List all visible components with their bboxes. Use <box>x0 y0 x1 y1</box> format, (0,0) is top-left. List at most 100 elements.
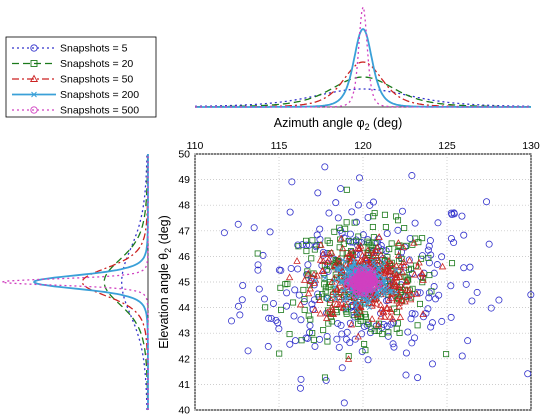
scatter-point <box>366 329 374 337</box>
scatter-point <box>338 244 347 252</box>
scatter-point <box>283 289 291 297</box>
scatter-point <box>244 347 252 355</box>
scatter-point <box>250 224 258 232</box>
scatter-point <box>414 322 421 329</box>
scatter-point <box>411 219 419 227</box>
scatter-point <box>402 371 410 379</box>
scatter-point <box>304 268 311 275</box>
scatter-point <box>307 316 314 323</box>
y-tick-label: 40 <box>178 405 190 417</box>
scatter-point <box>355 281 363 289</box>
scatter-point <box>304 269 312 277</box>
scatter-point <box>385 296 393 304</box>
scatter-point <box>254 261 262 269</box>
scatter-point <box>385 329 392 336</box>
scatter-point <box>323 258 332 265</box>
scatter-point <box>338 269 344 275</box>
scatter-point <box>351 277 359 285</box>
y-tick-label: 44 <box>178 302 190 314</box>
scatter-point <box>392 261 401 269</box>
scatter-point <box>395 258 402 265</box>
scatter-point <box>524 370 532 378</box>
scatter-point <box>369 223 376 230</box>
scatter-point <box>374 320 382 328</box>
scatter-point <box>376 267 382 273</box>
scatter-point <box>333 296 339 302</box>
scatter-point <box>464 337 472 345</box>
scatter-point <box>402 349 410 357</box>
scatter-point <box>388 314 397 322</box>
scatter-point <box>348 265 354 271</box>
scatter-point <box>355 233 362 240</box>
scatter-point <box>337 234 345 242</box>
scatter-point <box>308 300 316 308</box>
scatter-point <box>424 305 432 313</box>
y-tick-label: 43 <box>178 328 190 340</box>
scatter-point <box>275 325 283 333</box>
scatter-point <box>447 234 455 242</box>
scatter-point <box>369 274 377 282</box>
scatter-point <box>393 289 399 295</box>
scatter-point <box>447 313 455 321</box>
scatter-point <box>364 318 371 325</box>
scatter-point <box>399 258 408 265</box>
scatter-point <box>310 279 318 286</box>
scatter-point <box>394 239 403 246</box>
scatter-point <box>405 256 414 264</box>
left-density-curve <box>121 154 148 410</box>
scatter-point <box>344 296 350 302</box>
scatter-point <box>414 262 422 270</box>
scatter-point <box>450 239 458 247</box>
scatter-point <box>438 262 447 270</box>
scatter-point <box>367 299 373 305</box>
scatter-point <box>458 212 466 220</box>
scatter-point <box>343 186 350 193</box>
scatter-point <box>356 307 364 314</box>
scatter-point <box>329 288 337 295</box>
scatter-point <box>262 304 269 311</box>
scatter-point <box>337 185 345 193</box>
scatter-point <box>396 329 403 336</box>
scatter-point <box>265 314 273 322</box>
scatter-point <box>300 298 308 306</box>
scatter-point <box>383 287 389 293</box>
scatter-point <box>382 283 388 289</box>
scatter-point <box>333 286 341 293</box>
scatter-point <box>356 242 365 249</box>
scatter-point <box>425 242 433 250</box>
scatter-point <box>234 220 242 228</box>
scatter-point <box>302 237 309 244</box>
scatter-point <box>300 276 309 283</box>
scatter-point <box>406 234 414 242</box>
scatter-point <box>348 208 356 216</box>
scatter-point <box>255 285 263 293</box>
scatter-point <box>340 257 346 263</box>
top-density-curve <box>195 4 531 108</box>
scatter-point <box>301 306 308 313</box>
scatter-point <box>377 305 386 313</box>
scatter-point <box>400 261 408 269</box>
scatter-point <box>387 294 396 302</box>
scatter-point <box>269 299 277 307</box>
scatter-point <box>487 304 495 312</box>
y-tick-label: 48 <box>178 200 190 212</box>
scatter-point <box>362 347 369 354</box>
scatter-point <box>345 252 353 260</box>
scatter-point <box>413 289 421 297</box>
scatter-point <box>425 289 433 297</box>
legend: Snapshots = 5 Snapshots = 20 Snapshots = 5… <box>5 36 157 118</box>
scatter-point <box>344 269 350 275</box>
scatter-point <box>344 355 353 362</box>
scatter-point <box>393 296 401 304</box>
scatter-point <box>365 258 373 266</box>
scatter-point <box>403 291 411 298</box>
scatter-point <box>370 213 377 220</box>
scatter-point <box>334 214 342 222</box>
scatter-point <box>333 335 341 343</box>
scatter-point <box>324 296 330 302</box>
scatter-point <box>424 246 432 254</box>
scatter-point <box>419 276 427 283</box>
scatter-point <box>405 266 412 273</box>
scatter-point <box>398 207 406 215</box>
legend-box <box>5 36 157 118</box>
